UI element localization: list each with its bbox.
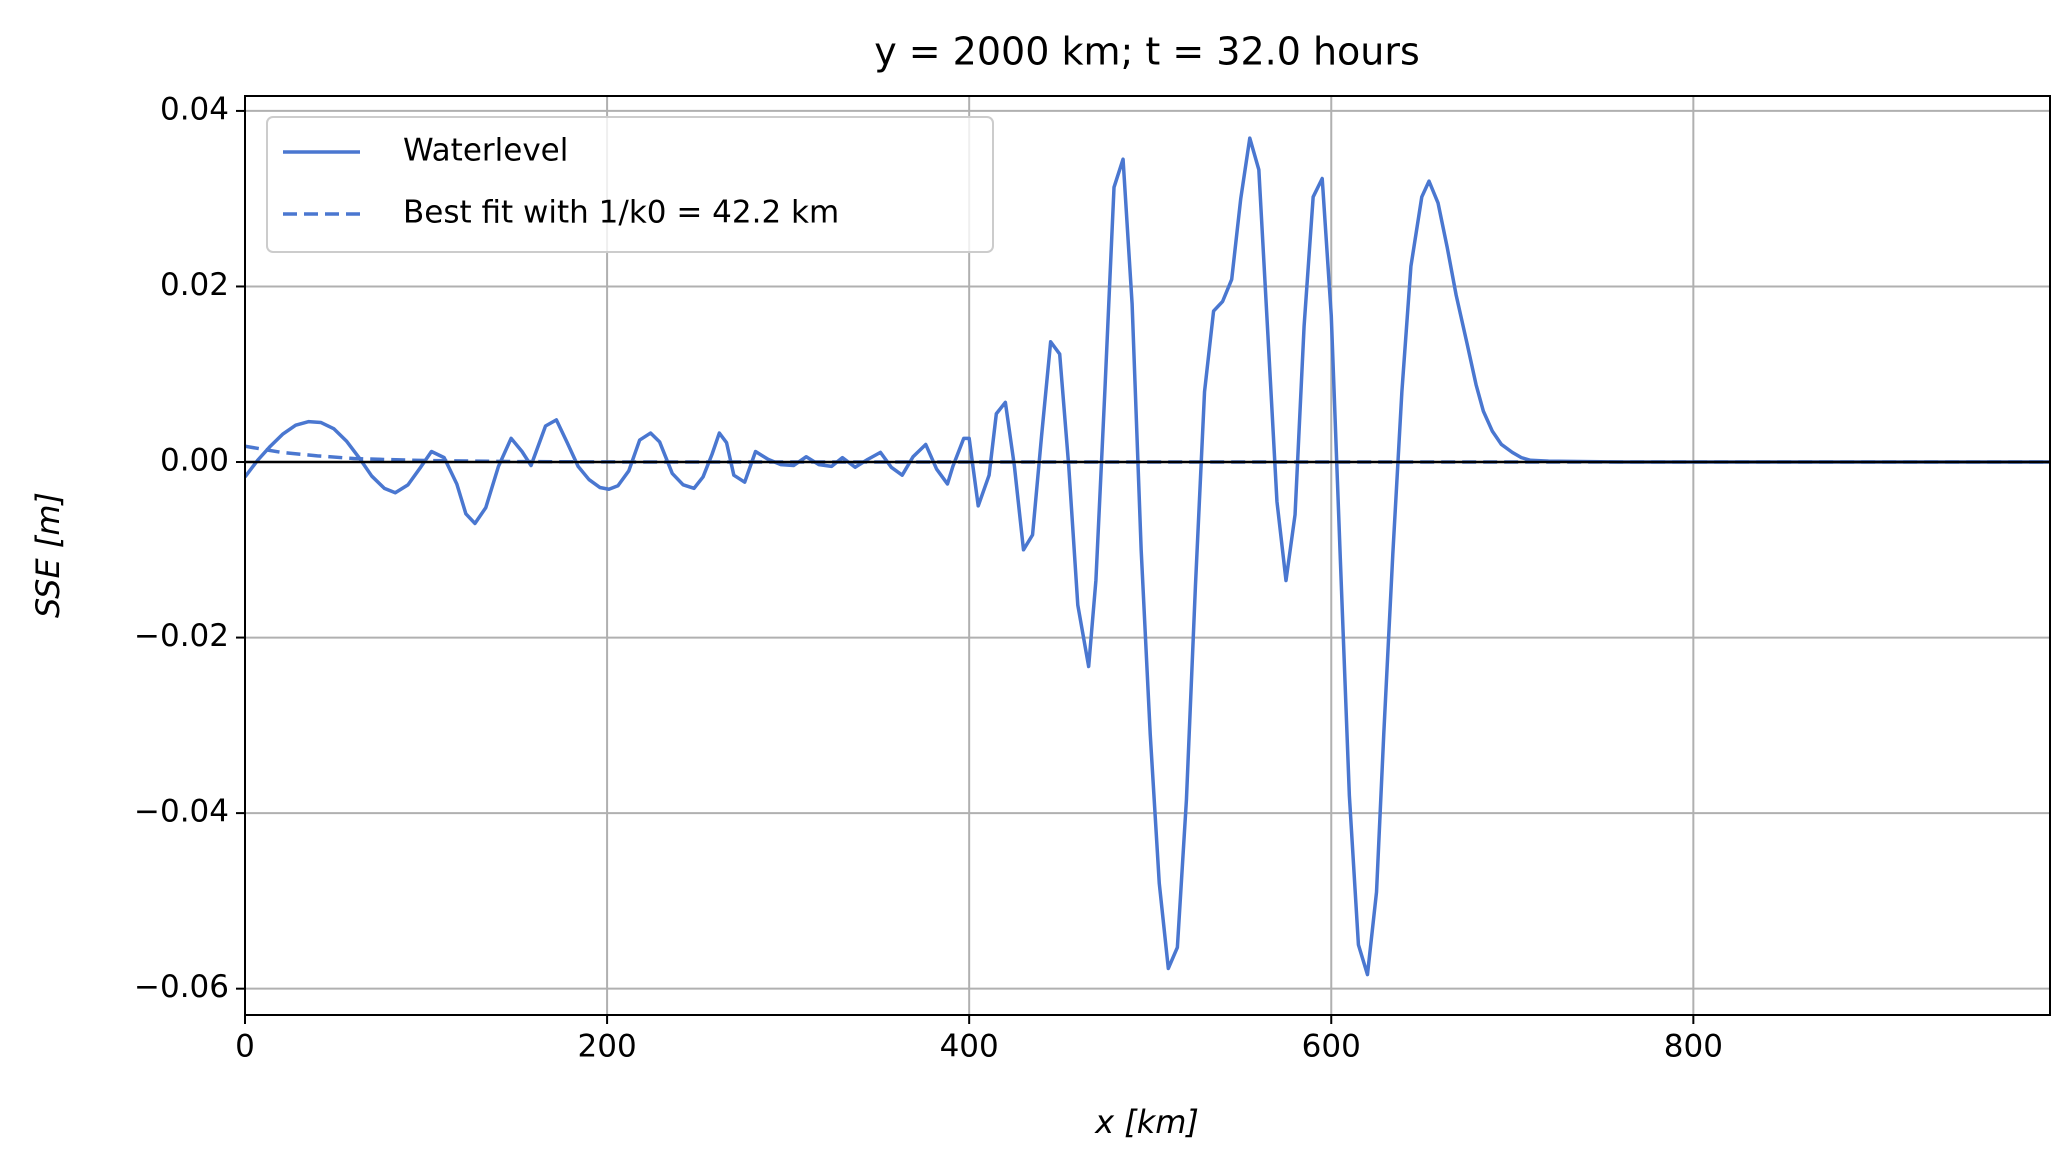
x-tick-label: 600 <box>1302 1029 1361 1065</box>
legend: Waterlevel Best fit with 1/k0 = 42.2 km <box>266 116 994 253</box>
y-tick-label: −0.06 <box>134 969 229 1005</box>
x-tick-label: 0 <box>235 1029 255 1065</box>
x-tick-label: 400 <box>940 1029 999 1065</box>
y-axis-label: SSE [m] <box>29 492 67 618</box>
series-line <box>245 444 2050 464</box>
x-tick-label: 800 <box>1664 1029 1723 1065</box>
legend-label: Waterlevel <box>403 133 568 169</box>
y-tick-label: 0.02 <box>160 267 229 303</box>
series-line <box>245 136 2050 977</box>
x-axis-label: x [km] <box>1094 1103 1199 1141</box>
plot-area <box>245 136 2050 977</box>
y-tick-label: −0.04 <box>134 794 229 830</box>
plot-frame <box>244 95 2051 1016</box>
y-tick-label: −0.02 <box>134 618 229 654</box>
chart-title: y = 2000 km; t = 32.0 hours <box>874 30 1420 74</box>
x-tick-label: 200 <box>578 1029 637 1065</box>
y-tick-label: 0.00 <box>160 443 229 479</box>
legend-label: Best fit with 1/k0 = 42.2 km <box>403 195 839 231</box>
y-tick-label: 0.04 <box>160 91 229 127</box>
legend-box <box>266 116 994 253</box>
